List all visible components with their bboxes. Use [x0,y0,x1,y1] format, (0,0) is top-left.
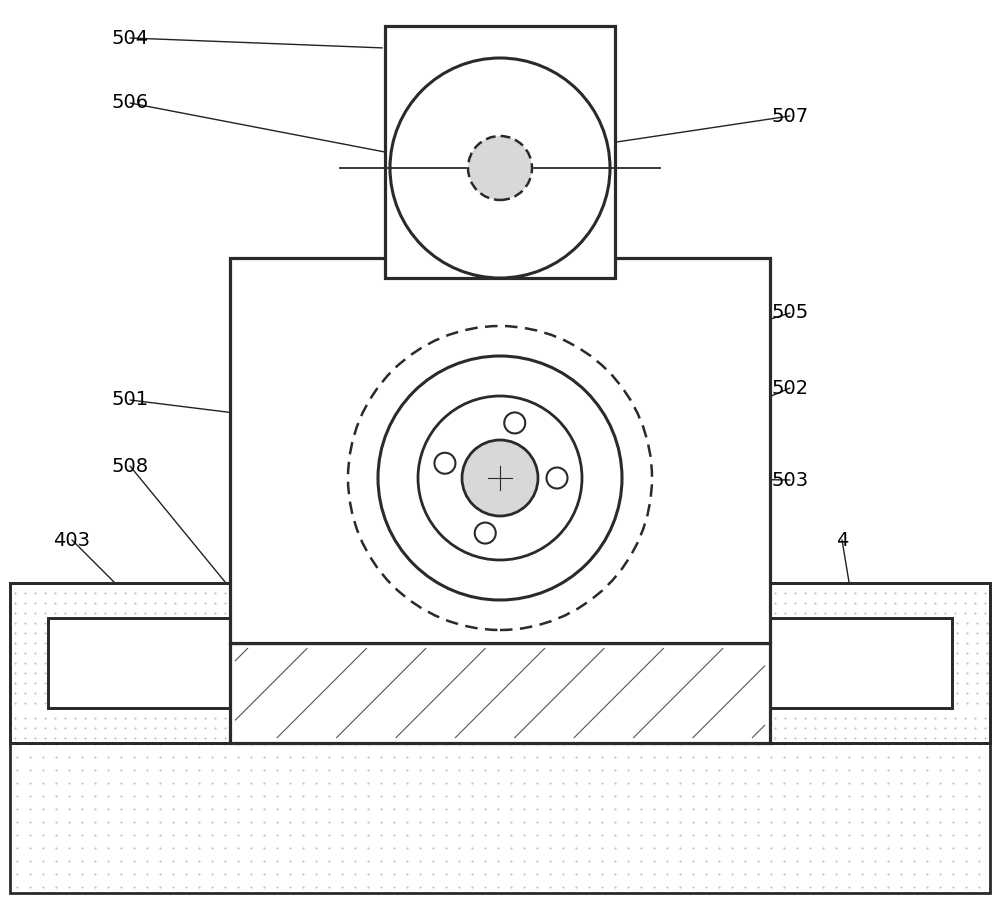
Circle shape [378,356,622,600]
Text: 506: 506 [111,93,149,112]
Circle shape [462,440,538,516]
Circle shape [504,412,525,434]
Circle shape [475,523,496,543]
Polygon shape [230,258,770,643]
Circle shape [390,58,610,278]
Text: 507: 507 [771,107,809,126]
Circle shape [546,468,568,489]
Circle shape [434,453,455,474]
Text: 502: 502 [771,378,809,398]
Text: 504: 504 [111,29,149,48]
Circle shape [348,326,652,630]
Polygon shape [230,643,770,743]
Text: 4: 4 [836,531,848,550]
Circle shape [468,136,532,200]
Text: 508: 508 [111,456,149,476]
Text: 403: 403 [54,531,90,550]
Circle shape [418,396,582,560]
Text: 505: 505 [771,304,809,322]
Text: 503: 503 [771,471,809,489]
Polygon shape [770,583,990,743]
Polygon shape [385,26,615,278]
Polygon shape [10,743,990,893]
Polygon shape [10,583,230,743]
Text: 501: 501 [111,391,149,409]
